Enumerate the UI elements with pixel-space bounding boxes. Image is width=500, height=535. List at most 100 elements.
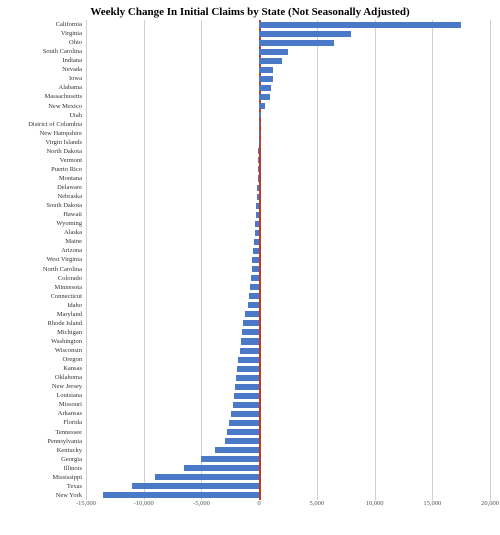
category-label: Virginia — [61, 29, 86, 38]
bar — [259, 31, 351, 37]
category-label: Nevada — [62, 65, 86, 74]
bar — [259, 85, 271, 91]
category-label: North Dakota — [46, 147, 86, 156]
bar — [259, 112, 261, 118]
category-label: Tennessee — [55, 428, 86, 437]
bar-row: Vermont — [86, 156, 490, 165]
bar — [155, 474, 259, 480]
category-label: Washington — [51, 337, 86, 346]
category-label: Maryland — [57, 310, 86, 319]
x-axis: -15,000-10,000-5,00005,00010,00015,00020… — [86, 500, 490, 520]
bar-row: North Carolina — [86, 265, 490, 274]
category-label: Arizona — [61, 246, 86, 255]
category-label: New York — [56, 491, 86, 500]
category-label: Pennsylvania — [47, 437, 86, 446]
bar — [259, 22, 461, 28]
bar — [240, 348, 260, 354]
bar — [256, 212, 259, 218]
bar-row: New Jersey — [86, 382, 490, 391]
category-label: North Carolina — [43, 265, 86, 274]
bar — [132, 483, 259, 489]
bar-row: Colorado — [86, 274, 490, 283]
x-tick-label: -15,000 — [76, 500, 96, 507]
bar-row: South Dakota — [86, 201, 490, 210]
category-label: Ohio — [69, 38, 86, 47]
bar — [225, 438, 260, 444]
bar-row: Utah — [86, 111, 490, 120]
bar — [259, 40, 334, 46]
bar-row: Florida — [86, 418, 490, 427]
bar — [259, 58, 282, 64]
bar-row: Indiana — [86, 56, 490, 65]
bar-row: Virginia — [86, 29, 490, 38]
category-label: Massachusetts — [44, 92, 86, 101]
category-label: Nebraska — [57, 192, 86, 201]
bar-row: Pennsylvania — [86, 437, 490, 446]
bar — [215, 447, 259, 453]
bar — [259, 121, 260, 127]
category-label: Oregon — [63, 355, 87, 364]
category-label: Vermont — [60, 156, 86, 165]
bar-row: Nebraska — [86, 192, 490, 201]
bar-row: Maine — [86, 237, 490, 246]
bar-row: District of Columbia — [86, 120, 490, 129]
bar-row: New Mexico — [86, 102, 490, 111]
bar-row: Hawaii — [86, 210, 490, 219]
category-label: Montana — [59, 174, 86, 183]
bar — [234, 393, 259, 399]
grid-line — [490, 20, 491, 500]
category-label: District of Columbia — [28, 120, 86, 129]
bar — [259, 130, 260, 136]
bar-row: Oregon — [86, 355, 490, 364]
bar — [259, 94, 269, 100]
bar-row: Minnesota — [86, 283, 490, 292]
bar — [245, 311, 259, 317]
category-label: Indiana — [63, 56, 87, 65]
bar-row: Montana — [86, 174, 490, 183]
bar-row: Delaware — [86, 183, 490, 192]
bar — [249, 293, 259, 299]
bar-row: Arkansas — [86, 409, 490, 418]
x-tick-label: 5,000 — [310, 500, 325, 507]
category-label: South Dakota — [46, 201, 86, 210]
bar — [255, 221, 259, 227]
bar — [259, 49, 288, 55]
bar — [259, 103, 265, 109]
bar-row: Maryland — [86, 310, 490, 319]
category-label: Puerto Rico — [51, 165, 86, 174]
category-label: South Carolina — [43, 47, 86, 56]
category-label: West Virginia — [47, 255, 87, 264]
category-label: Connecticut — [51, 292, 86, 301]
category-label: Iowa — [69, 74, 86, 83]
bar — [258, 157, 259, 163]
bar — [254, 239, 259, 245]
bar — [235, 384, 259, 390]
bar-row: Alaska — [86, 228, 490, 237]
bar-row: Tennessee — [86, 428, 490, 437]
x-tick-label: -10,000 — [134, 500, 154, 507]
category-label: Illinois — [64, 464, 86, 473]
chart-title: Weekly Change In Initial Claims by State… — [0, 0, 500, 20]
bar — [184, 465, 259, 471]
bar — [250, 284, 259, 290]
category-label: Arkansas — [58, 409, 86, 418]
bar — [253, 248, 259, 254]
bar-row: Michigan — [86, 328, 490, 337]
category-label: Oklahoma — [55, 373, 86, 382]
bar-row: Illinois — [86, 464, 490, 473]
bar — [251, 275, 259, 281]
bar-row: New York — [86, 491, 490, 500]
category-label: Mississippi — [52, 473, 86, 482]
x-tick-label: 15,000 — [423, 500, 441, 507]
category-label: Delaware — [57, 183, 86, 192]
bar-row: Alabama — [86, 83, 490, 92]
category-label: Kentucky — [57, 446, 86, 455]
bar — [231, 411, 259, 417]
bar — [242, 329, 259, 335]
bar — [103, 492, 259, 498]
category-label: Missouri — [59, 400, 86, 409]
category-label: Michigan — [57, 328, 86, 337]
bar — [256, 203, 259, 209]
bar-row: Washington — [86, 337, 490, 346]
category-label: Alabama — [59, 83, 86, 92]
